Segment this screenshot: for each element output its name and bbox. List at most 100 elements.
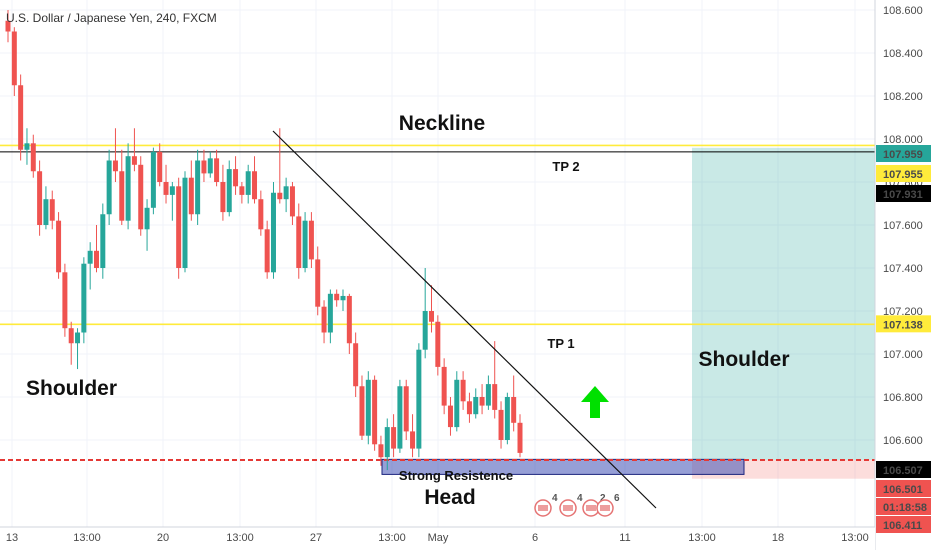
candle [384,418,390,471]
candle [403,379,409,440]
time-tick-label: 13:00 [841,532,869,544]
time-tick-label: 13 [6,532,18,544]
candle-body [226,169,232,213]
strong-resistance-label: Strong Resistence [399,468,513,483]
candle-body [131,156,137,165]
candle [365,371,371,445]
candle [119,149,125,225]
candle-body [447,405,453,428]
candle [43,186,49,230]
candle-body [188,177,194,215]
candle-body [49,199,55,221]
candle-body [435,321,441,367]
event-count: 2 [600,493,606,504]
candle [447,397,453,436]
candle-body [422,311,428,350]
candle [176,177,182,279]
candle-body [517,422,523,453]
candle-body [18,85,24,150]
flag-icon-stripe [538,505,548,511]
candle [68,321,74,365]
candle [11,27,17,96]
candle [18,74,24,161]
candle-body [454,379,460,428]
candle-body [220,182,226,213]
candle-body [258,199,264,230]
time-tick-label: 11 [619,532,630,544]
up-arrow-shape [581,386,609,418]
price-tick-label: 107.600 [883,220,923,232]
candle [5,10,11,43]
candle [511,375,517,432]
event-badge[interactable]: 2 [582,493,606,517]
price-label-tag: 107.931 [876,185,931,202]
candle [498,401,504,449]
candle [302,212,308,273]
candle-body [346,295,352,344]
candle-body [296,216,302,268]
candle-body [270,192,276,273]
price-label-bg [876,315,931,333]
price-label-text: 107.138 [883,319,923,331]
candle [112,128,118,182]
candle [169,182,175,221]
candle-body [378,444,384,458]
candle [372,375,378,451]
candle-body [11,31,17,86]
candle-body [340,295,346,301]
candle [87,242,93,290]
candle [182,171,188,273]
time-tick-label: 13:00 [226,532,254,544]
candle [410,414,416,458]
candle-body [30,143,36,172]
candle-body [511,397,517,423]
candle-body [441,366,447,406]
candle-body [5,20,11,32]
candle-body [144,207,150,230]
candle [233,156,239,195]
price-label-text: 106.501 [883,484,923,496]
candle [131,128,137,172]
candle [308,212,314,268]
candle-body [93,250,99,268]
time-tick-label: 18 [772,532,784,544]
price-tick-label: 108.600 [883,5,923,17]
price-tick-label: 108.400 [883,48,923,60]
candle [144,199,150,251]
candle [315,246,321,316]
candle-body [460,379,466,402]
candle-body [75,332,81,344]
price-label-tag: 107.138 [876,315,931,333]
candle [252,156,258,204]
price-axis[interactable]: 108.600108.400108.200108.000107.800107.6… [874,0,932,550]
candle-body [353,343,359,387]
price-tick-label: 106.600 [883,435,923,447]
candle-body [43,199,49,225]
price-tick-label: 108.000 [883,134,923,146]
candle-body [391,427,397,449]
time-axis[interactable]: 13 13:00 20 13:00 27 13:00 May 6 11 13:00 18 13:00 [0,526,875,550]
candle-body [429,311,435,322]
time-tick-label: 20 [157,532,169,544]
candle-body [87,250,93,264]
shoulder-left-label: Shoulder [26,377,117,400]
event-badge[interactable]: 4 [534,493,558,517]
candle [346,293,352,354]
event-badge[interactable]: 6 [596,493,620,517]
chart-title: U.S. Dollar / Japanese Yen, 240, FXCM [6,11,217,25]
candle-body [321,306,327,333]
candle [334,289,340,307]
event-count: 4 [552,493,558,504]
price-label-tag: 106.411 [876,516,931,533]
candle [485,375,491,410]
price-label-text: 107.931 [883,189,923,201]
candle-body [410,431,416,449]
candle-body [473,397,479,415]
annotations: Neckline TP 2 TP 1 Shoulder Shoulder Head Stro… [26,112,790,517]
candle-body [416,349,422,449]
candle-body [125,156,131,221]
event-badge[interactable]: 4 [559,493,583,517]
candle-body [157,151,163,182]
